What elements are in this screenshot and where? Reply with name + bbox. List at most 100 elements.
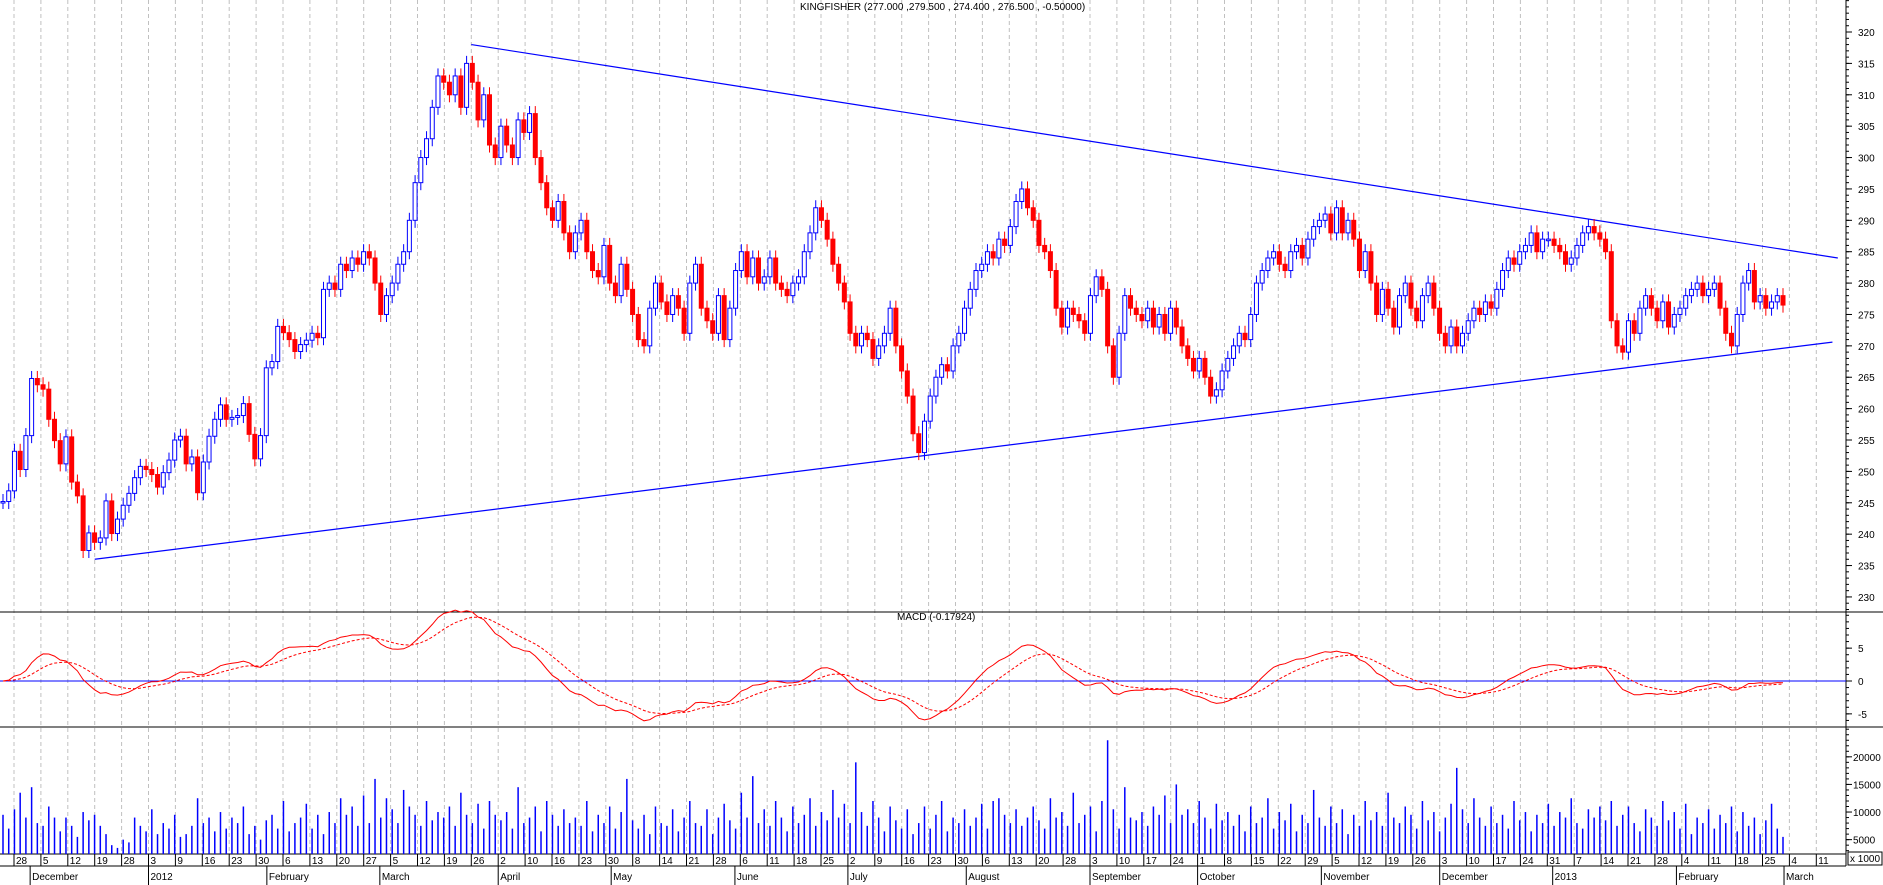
candle bbox=[1047, 244, 1053, 279]
candle bbox=[1259, 263, 1265, 291]
candle bbox=[658, 275, 664, 310]
price-tick-label: 290 bbox=[1858, 216, 1875, 227]
candle bbox=[177, 428, 183, 448]
candle bbox=[298, 337, 304, 360]
day-tick-label: 5 bbox=[393, 856, 399, 867]
day-tick-label: 12 bbox=[1361, 856, 1373, 867]
candle bbox=[1271, 244, 1277, 266]
candle-body bbox=[258, 435, 264, 460]
candle bbox=[996, 231, 1002, 266]
candle bbox=[212, 411, 218, 444]
candle bbox=[1019, 181, 1025, 210]
candle bbox=[458, 68, 464, 115]
candle bbox=[252, 426, 258, 467]
candle bbox=[1688, 281, 1694, 304]
candle bbox=[1402, 275, 1408, 304]
candle bbox=[74, 474, 80, 504]
candle bbox=[361, 244, 367, 272]
candle bbox=[1614, 313, 1620, 354]
candle bbox=[1105, 281, 1111, 354]
candle-body bbox=[847, 301, 853, 334]
day-tick-label: 3 bbox=[1092, 856, 1098, 867]
day-tick-label: 3 bbox=[151, 856, 157, 867]
candle bbox=[1683, 288, 1689, 316]
candle-body bbox=[1780, 295, 1786, 306]
volume-tick-label: 5000 bbox=[1853, 836, 1876, 847]
candle-body bbox=[950, 345, 956, 372]
candle bbox=[1563, 244, 1569, 272]
candle-body bbox=[1145, 307, 1151, 322]
candle bbox=[114, 511, 120, 542]
candle bbox=[446, 74, 452, 103]
candle-body bbox=[744, 251, 750, 278]
candle bbox=[1351, 212, 1357, 247]
candle bbox=[1339, 200, 1345, 241]
candle bbox=[195, 449, 201, 501]
candle bbox=[1471, 300, 1477, 329]
candle bbox=[807, 225, 813, 260]
candle bbox=[1122, 288, 1128, 341]
candle-body bbox=[607, 244, 613, 284]
candle bbox=[1145, 300, 1151, 329]
candle bbox=[796, 269, 802, 291]
grid-lines bbox=[13, 0, 1817, 854]
candle bbox=[1459, 325, 1465, 354]
candle bbox=[1425, 275, 1431, 304]
candle bbox=[572, 225, 578, 260]
candle bbox=[899, 338, 905, 379]
candle-body bbox=[1082, 320, 1088, 334]
candle-body bbox=[1156, 313, 1162, 328]
candle bbox=[263, 360, 269, 444]
candle-body bbox=[366, 251, 372, 259]
candle bbox=[1517, 244, 1523, 272]
candle bbox=[155, 467, 161, 495]
candle-body bbox=[761, 276, 767, 284]
candle-body bbox=[446, 81, 452, 96]
day-tick-label: 3 bbox=[1442, 856, 1448, 867]
candle-body bbox=[773, 257, 779, 284]
trendlines bbox=[94, 43, 1838, 560]
candle-body bbox=[1414, 307, 1420, 322]
candle-body bbox=[401, 251, 407, 265]
day-tick-label: 14 bbox=[662, 856, 674, 867]
month-label: June bbox=[737, 872, 759, 883]
candle-body bbox=[1116, 332, 1122, 378]
candle bbox=[584, 212, 590, 260]
candle bbox=[63, 429, 69, 472]
candle-body bbox=[1757, 295, 1763, 303]
candle-body bbox=[1505, 257, 1511, 272]
candle-body bbox=[1110, 345, 1116, 378]
candle bbox=[223, 397, 229, 427]
candle bbox=[567, 225, 573, 260]
candle-body bbox=[349, 257, 355, 272]
candle-body bbox=[292, 339, 298, 353]
candle-body bbox=[263, 367, 269, 437]
candle-body bbox=[1128, 295, 1134, 309]
month-label: March bbox=[1786, 872, 1814, 883]
candle-body bbox=[469, 62, 475, 83]
day-tick-label: 14 bbox=[1603, 856, 1615, 867]
candle bbox=[1036, 212, 1042, 253]
candle-body bbox=[1385, 288, 1391, 309]
candle-body bbox=[1442, 332, 1448, 347]
candle bbox=[235, 408, 241, 425]
candle bbox=[887, 300, 893, 341]
candle bbox=[1437, 300, 1443, 341]
candle-body bbox=[1437, 307, 1443, 334]
candle-body bbox=[1076, 313, 1082, 322]
price-tick-label: 305 bbox=[1858, 122, 1875, 133]
candle bbox=[727, 300, 733, 348]
candle bbox=[698, 256, 704, 316]
candle-body bbox=[1688, 288, 1694, 297]
candle-body bbox=[1362, 251, 1368, 272]
candle bbox=[944, 357, 950, 379]
candle bbox=[773, 250, 779, 291]
candle-body bbox=[893, 307, 899, 347]
candle bbox=[343, 256, 349, 279]
candle bbox=[1253, 275, 1259, 323]
price-tick-label: 250 bbox=[1858, 467, 1875, 478]
candle bbox=[280, 318, 286, 341]
candle-body bbox=[859, 332, 865, 347]
candle bbox=[1528, 225, 1534, 253]
candle-body bbox=[578, 219, 584, 234]
